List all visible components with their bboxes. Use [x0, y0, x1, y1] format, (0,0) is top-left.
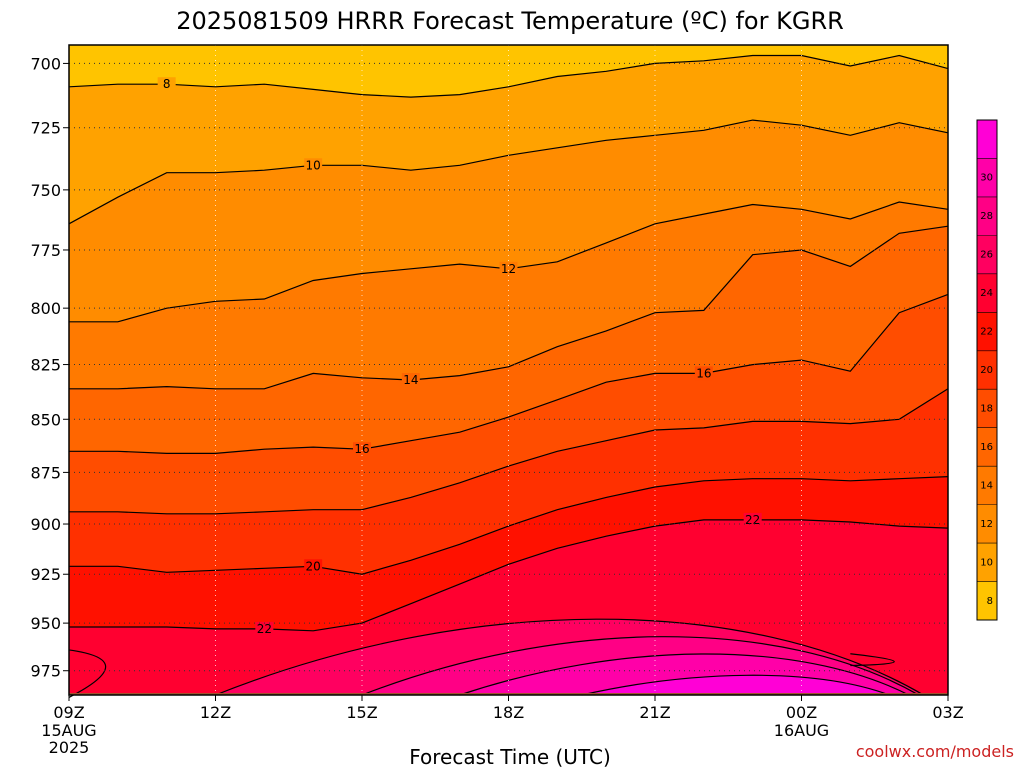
colorbar-label: 14 [980, 480, 993, 491]
contour-label-bg [743, 512, 762, 527]
colorbar-swatch [977, 581, 997, 620]
contour-label-bg [694, 366, 713, 381]
contour-label-bg [353, 442, 371, 457]
x-tick-label: 21Z [639, 703, 670, 722]
y-tick-label: 850 [30, 410, 61, 429]
contour-label-14: 14 [403, 373, 418, 387]
y-tick-label: 775 [30, 241, 61, 260]
y-tick-label: 900 [30, 515, 61, 534]
x-tick-label: 09Z [53, 703, 84, 722]
colorbar-swatch [977, 504, 997, 544]
x-tick-label: 00Z [786, 703, 817, 722]
temperature-band-30 [581, 675, 890, 695]
colorbar-swatch [977, 312, 997, 351]
colorbar-swatch [977, 273, 997, 313]
colorbar-swatch [977, 427, 997, 467]
contour-label-bg [255, 621, 274, 636]
grid-lines [69, 45, 948, 695]
y-tick-label: 700 [30, 54, 61, 73]
colorbar-label: 28 [980, 211, 993, 222]
x-date-label: 16AUG [774, 721, 829, 740]
colorbar-swatch [977, 466, 997, 505]
ground-strip [69, 693, 948, 695]
colorbar-label: 22 [980, 327, 993, 338]
colorbar-label: 12 [980, 519, 993, 530]
y-tick-label: 950 [30, 614, 61, 633]
colorbar-label: 10 [980, 557, 993, 568]
contour-lines: 8 10 12 14 16 16 20 22 22 [68, 54, 949, 698]
x-tick-label: 18Z [493, 703, 524, 722]
contour-label-22: 22 [745, 513, 760, 527]
colorbar-label: 18 [980, 403, 993, 414]
colorbar-label: 20 [980, 365, 993, 376]
y-tick-label: 925 [30, 565, 61, 584]
y-tick-label: 875 [30, 463, 61, 482]
colorbar-swatch [977, 389, 997, 428]
colorbar-label: 8 [987, 596, 993, 607]
colorbar-swatch [977, 158, 997, 197]
temperature-field [69, 45, 948, 696]
x-tick-label: 12Z [200, 703, 231, 722]
contour-label-bg [304, 158, 323, 173]
colorbar: 8 10 12 14 16 18 20 22 24 26 28 30 [976, 119, 998, 621]
colorbar-swatch [977, 196, 997, 236]
contour-label-8: 8 [163, 77, 171, 91]
x-date-label: 2025 [49, 738, 90, 757]
contour-line-18 [69, 388, 949, 515]
y-tick-label: 800 [30, 299, 61, 318]
y-tick-label: 825 [30, 356, 61, 375]
y-tick-label: 975 [30, 662, 61, 681]
contour-line-30 [581, 674, 890, 696]
contour-label-bg [499, 261, 518, 276]
colorbar-label: 16 [980, 442, 993, 453]
contour-label-16: 16 [354, 442, 369, 456]
chart-title: 2025081509 HRRR Forecast Temperature (ºC… [176, 7, 844, 35]
x-axis-label: Forecast Time (UTC) [409, 745, 611, 768]
colorbar-frame [976, 119, 998, 621]
y-tick-label: 725 [30, 119, 61, 138]
x-date-label: 15AUG [41, 721, 96, 740]
contour-label-bg [304, 559, 323, 574]
contour-line-28 [459, 653, 910, 696]
colorbar-swatch [977, 120, 997, 159]
contour-label-bg [401, 373, 420, 388]
contour-line-22 [69, 519, 949, 632]
contour-label-12: 12 [501, 262, 516, 276]
colorbar-swatch [977, 235, 997, 274]
colorbar-swatch [977, 350, 997, 390]
x-tick-label: 03Z [932, 703, 963, 722]
contour-label-16: 16 [696, 366, 711, 380]
contour-line-24 [215, 618, 924, 696]
colorbar-label: 30 [980, 173, 993, 184]
colorbar-label: 26 [980, 250, 993, 261]
contour-label-10: 10 [306, 158, 321, 172]
contour-line-26 [361, 636, 919, 696]
contour-edge-1 [850, 653, 895, 667]
contour-label-bg [157, 77, 176, 92]
colorbar-swatch [977, 543, 997, 582]
y-tick-label: 750 [30, 181, 61, 200]
contour-label-20: 20 [306, 559, 321, 573]
contour-edge-0 [68, 649, 106, 698]
credit-link[interactable]: coolwx.com/models [856, 742, 1014, 761]
ground-surface [69, 693, 948, 695]
x-tick-label: 15Z [346, 703, 377, 722]
colorbar-label: 24 [980, 288, 993, 299]
contour-label-22: 22 [257, 622, 272, 636]
